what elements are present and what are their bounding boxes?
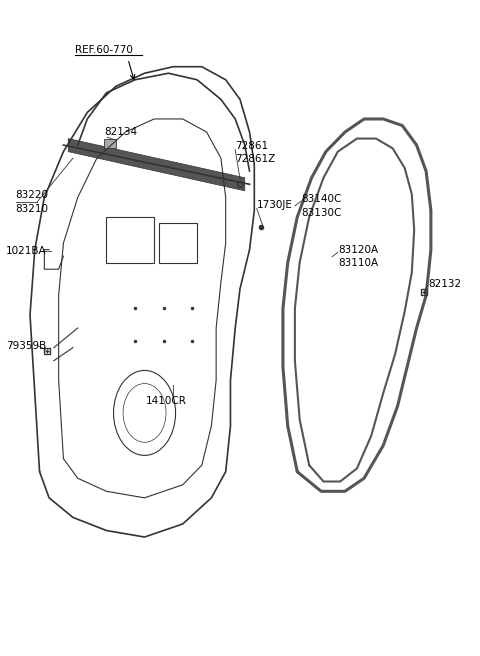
Text: REF.60-770: REF.60-770 <box>75 45 133 55</box>
Text: 83140C: 83140C <box>301 194 341 203</box>
Text: 83220: 83220 <box>16 190 48 200</box>
Text: 72861: 72861 <box>235 142 268 152</box>
Text: 82134: 82134 <box>104 127 137 137</box>
Text: 72861Z: 72861Z <box>235 154 276 165</box>
Text: 1730JE: 1730JE <box>257 200 293 210</box>
Text: 79359B: 79359B <box>6 341 47 352</box>
FancyBboxPatch shape <box>104 138 116 148</box>
Text: 83120A: 83120A <box>338 245 378 255</box>
Text: 82132: 82132 <box>429 279 462 289</box>
Text: 83130C: 83130C <box>301 208 341 218</box>
Text: 83110A: 83110A <box>338 258 378 268</box>
Text: 1021BA: 1021BA <box>6 246 47 256</box>
Text: 1410CR: 1410CR <box>145 396 186 406</box>
Polygon shape <box>68 138 245 191</box>
Text: 83210: 83210 <box>16 204 48 214</box>
